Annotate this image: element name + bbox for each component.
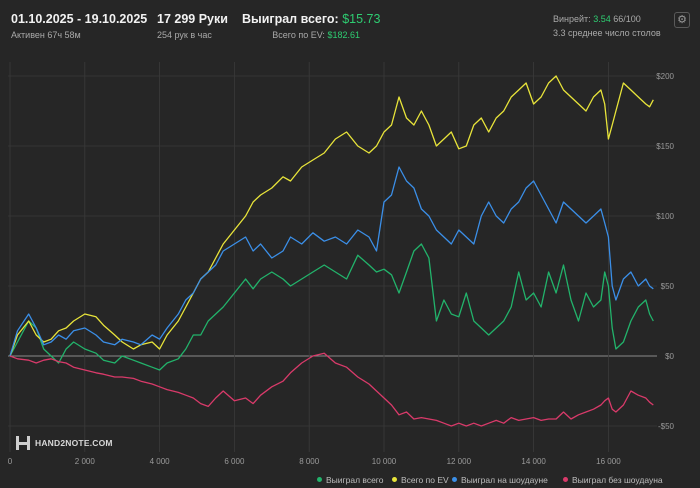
chart-legend: Выиграл всего Всего по EV Выиграл на шоу…	[0, 475, 700, 487]
y-axis-ticks: -$50 $0 $50 $100 $150 $200	[656, 72, 674, 431]
winrate-hands: 66/100	[613, 14, 641, 24]
winrate-value: 3.54	[593, 14, 611, 24]
x-tick-label: 16 000	[596, 457, 621, 466]
avg-tables: 3.3 среднее число столов	[553, 28, 661, 38]
series-line-0	[9, 243, 654, 371]
legend-item-showdown[interactable]: Выиграл на шоудауне	[452, 475, 548, 485]
hands-per-hour: 254 рук в час	[157, 30, 212, 40]
x-tick-label: 4 000	[150, 457, 171, 466]
y-tick-label: -$50	[658, 422, 675, 431]
won-total: Выиграл всего: $15.73	[242, 12, 380, 26]
x-axis-ticks: 0 2 000 4 000 6 000 8 000 10 000 12 000 14 000 1…	[8, 457, 621, 466]
x-tick-label: 2 000	[75, 457, 96, 466]
x-tick-label: 8 000	[299, 457, 320, 466]
winrate-label: Винрейт:	[553, 14, 591, 24]
legend-item-ev[interactable]: Всего по EV	[392, 475, 449, 485]
x-tick-label: 12 000	[447, 457, 472, 466]
legend-dot	[452, 477, 457, 483]
hand2note-logo: HAND2NOTE.COM	[16, 436, 113, 450]
series-line-1	[9, 75, 654, 357]
legend-label: Выиграл без шоудауна	[572, 475, 663, 485]
legend-item-won[interactable]: Выиграл всего	[317, 475, 383, 485]
legend-label: Выиграл на шоудауне	[461, 475, 548, 485]
legend-dot	[563, 477, 568, 483]
ev-total-value: $182.61	[327, 30, 360, 40]
ev-total-label: Всего по EV:	[272, 30, 325, 40]
legend-label: Выиграл всего	[326, 475, 384, 485]
hand2note-logo-icon	[16, 436, 30, 450]
y-tick-label: $100	[656, 212, 674, 221]
won-total-label: Выиграл всего:	[242, 12, 339, 26]
hand2note-logo-text: HAND2NOTE.COM	[35, 438, 113, 448]
winrate: Винрейт: 3.54 66/100	[553, 14, 641, 24]
legend-dot	[317, 477, 322, 483]
y-tick-label: $0	[665, 352, 674, 361]
won-total-value: $15.73	[342, 12, 381, 26]
x-tick-label: 6 000	[224, 457, 245, 466]
x-tick-label: 10 000	[372, 457, 397, 466]
chart-series	[9, 75, 654, 427]
hands-count: 17 299 Руки	[157, 12, 228, 26]
series-line-2	[9, 166, 654, 357]
legend-item-no-showdown[interactable]: Выиграл без шоудауна	[563, 475, 663, 485]
legend-dot	[392, 477, 397, 483]
x-tick-label: 0	[8, 457, 13, 466]
stats-header: 01.10.2025 - 19.10.2025 Активен 67ч 58м …	[0, 0, 700, 62]
legend-label: Всего по EV	[401, 475, 449, 485]
y-tick-label: $50	[661, 282, 675, 291]
x-tick-label: 14 000	[521, 457, 546, 466]
chart-grid	[8, 62, 657, 452]
y-tick-label: $200	[656, 72, 674, 81]
ev-total: Всего по EV: $182.61	[272, 30, 360, 40]
series-line-3	[9, 352, 654, 427]
gear-icon[interactable]: ⚙	[674, 12, 690, 28]
active-time: Активен 67ч 58м	[11, 30, 81, 40]
date-range: 01.10.2025 - 19.10.2025	[11, 12, 148, 26]
y-tick-label: $150	[656, 142, 674, 151]
